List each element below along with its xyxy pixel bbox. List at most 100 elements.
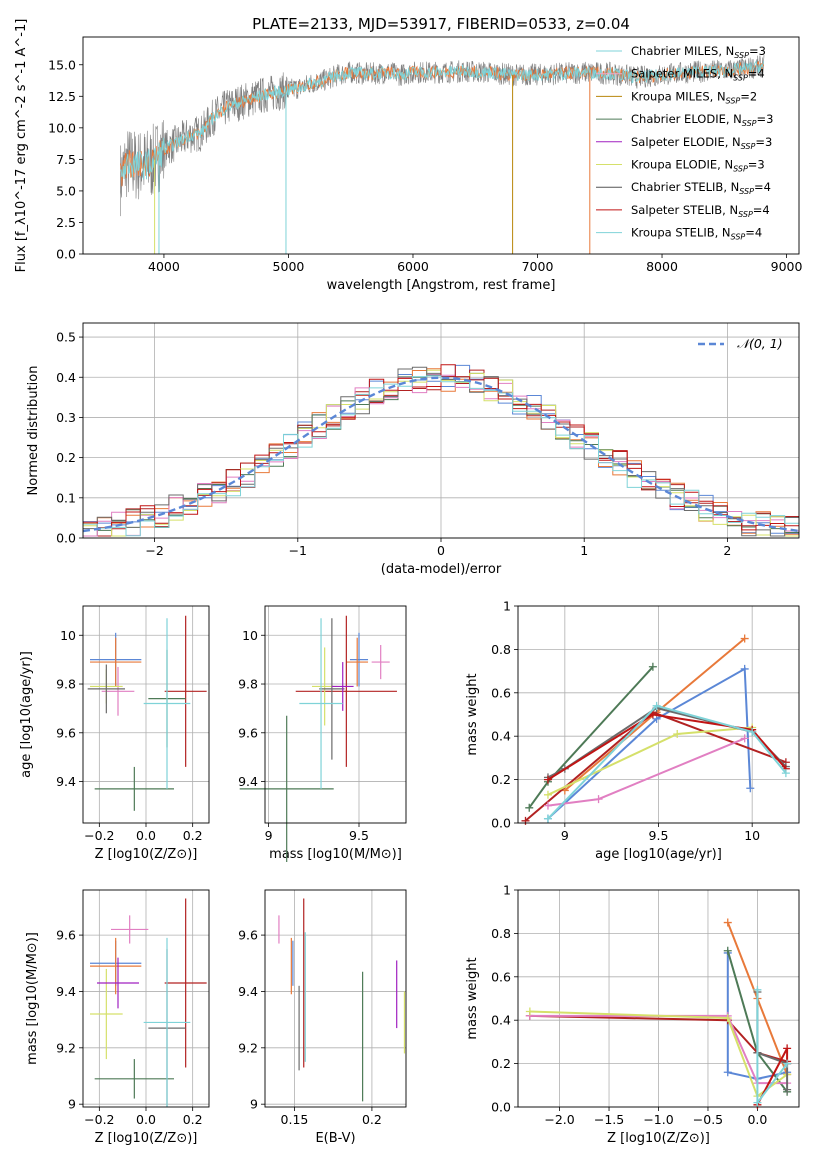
weight-vs-metallicity-panel: −2.0 −1.5 −1.0 −0.5 0.0 0.0 0.2 0.4 0.6 0.8 1 Z [lo… [465, 883, 800, 1146]
weight-series-line [528, 666, 654, 809]
mass-vs-extinction-panel: 0.15 0.2 9 9.2 9.4 9.6 E(B-V) [238, 889, 407, 1146]
x-axis-label: Z [log10(Z/Z⊙)] [95, 1131, 198, 1146]
x-tick-label: −0.2 [84, 828, 114, 843]
y-tick-label: 10.0 [48, 120, 76, 135]
x-tick-label: −1.0 [643, 1112, 673, 1127]
weight-point-marker [740, 664, 749, 673]
model-spectrum-line [120, 60, 765, 180]
x-tick-label: 5000 [273, 259, 305, 274]
histogram-group [83, 364, 799, 538]
x-tick-label: 4000 [148, 259, 180, 274]
y-axis-label: mass [log10(M/M⊙)] [25, 932, 40, 1065]
axes-frame [264, 605, 407, 824]
y-tick-label: 0.4 [491, 729, 511, 744]
x-axis-label: E(B-V) [315, 1131, 355, 1146]
weight-point-marker [748, 727, 757, 736]
mass-vs-metallicity-panel: −0.2 0.0 0.2 9 9.2 9.4 9.6 Z [log10(Z/Z⊙)] mass … [25, 889, 210, 1146]
y-tick-label: 0.0 [491, 1100, 511, 1115]
weight-point-marker [783, 1085, 792, 1094]
spectrum-lines [119, 55, 765, 254]
x-axis-label: Z [log10(Z/Z⊙)] [95, 847, 198, 862]
weight-series-line [529, 1010, 788, 1098]
y-axis-label: mass weight [465, 957, 480, 1039]
y-tick-label: 0.2 [56, 450, 76, 465]
legend-label: Chabrier STELIB, NSSP=4 [631, 180, 771, 196]
y-tick-label: 12.5 [48, 89, 76, 104]
y-tick-label: 5.0 [56, 183, 76, 198]
x-tick-label: −2 [145, 543, 163, 558]
y-tick-label: 7.5 [56, 152, 76, 167]
histogram-step-line [83, 375, 799, 538]
age-vs-metallicity-panel: −0.2 0.0 0.2 9.4 9.6 9.8 10 Z [log10(Z/Z⊙)] age … [19, 605, 210, 862]
axes-frame [82, 605, 210, 824]
y-tick-label: 9.4 [56, 984, 76, 999]
x-tick-label: 0.2 [362, 1112, 382, 1127]
y-tick-label: 10 [60, 628, 76, 643]
y-tick-label: 0.0 [491, 816, 511, 831]
x-tick-label: 7000 [522, 259, 554, 274]
weight-point-marker [543, 814, 552, 823]
y-tick-label: 9.4 [238, 984, 258, 999]
x-axis-label: wavelength [Angstrom, rest frame] [327, 278, 556, 293]
y-tick-label: 9.6 [238, 928, 258, 943]
y-tick-label: 9.8 [56, 677, 76, 692]
weight-point-marker [753, 985, 762, 994]
x-tick-label: 0.0 [747, 1112, 767, 1127]
weight-point-marker [525, 803, 534, 812]
y-axis-label: mass weight [465, 673, 480, 755]
y-tick-label: 9.4 [56, 774, 76, 789]
y-tick-label: 0.5 [56, 330, 76, 345]
weight-point-marker [652, 701, 661, 710]
x-tick-label: 10 [744, 828, 760, 843]
y-tick-label: 0.3 [56, 410, 76, 425]
y-tick-label: 9.2 [238, 1040, 258, 1055]
x-tick-label: 8000 [646, 259, 678, 274]
weight-point-marker [746, 784, 755, 793]
y-tick-label: 9.4 [238, 774, 258, 789]
residuals-panel: −2 −1 0 1 2 0.0 0.1 0.2 0.3 0.4 0.5 (data-model)/er… [26, 322, 800, 577]
x-axis-label: (data-model)/error [381, 562, 502, 577]
y-tick-label: 9 [68, 1097, 76, 1112]
legend: Chabrier MILES, NSSP=3 Salpeter MILES, NS… [596, 44, 773, 242]
weight-series-line [547, 713, 787, 781]
x-axis-label: mass [log10(M/M⊙)] [269, 847, 402, 862]
x-tick-label: −1.5 [594, 1112, 624, 1127]
x-tick-label: 2 [723, 543, 731, 558]
x-tick-label: 9.5 [649, 828, 669, 843]
weight-point-marker [783, 1044, 792, 1053]
legend-label: Salpeter MILES, NSSP=4 [631, 67, 765, 83]
weight-point-marker [521, 816, 530, 825]
weight-point-marker [543, 801, 552, 810]
chart-title: PLATE=2133, MJD=53917, FIBERID=0533, z=0… [252, 15, 630, 33]
x-tick-label: 0.2 [183, 1112, 203, 1127]
y-tick-label: 10 [242, 628, 258, 643]
legend-label: Kroupa STELIB, NSSP=4 [631, 226, 762, 242]
y-tick-label: 0.0 [56, 247, 76, 262]
x-tick-label: 0.0 [136, 828, 156, 843]
weight-point-marker [723, 946, 732, 955]
y-tick-label: 1 [503, 883, 511, 898]
weight-series-line [547, 667, 752, 820]
y-tick-label: 9.6 [56, 928, 76, 943]
weight-point-marker [525, 1007, 534, 1016]
weight-point-marker [781, 769, 790, 778]
y-tick-label: 15.0 [48, 57, 76, 72]
y-tick-label: 0.0 [56, 531, 76, 546]
x-tick-label: 0.2 [183, 828, 203, 843]
x-tick-label: −0.5 [693, 1112, 723, 1127]
axes-frame [82, 36, 800, 255]
y-tick-label: 9.6 [56, 725, 76, 740]
y-tick-label: 9.6 [238, 725, 258, 740]
x-tick-label: 0.0 [136, 1112, 156, 1127]
x-tick-label: 6000 [397, 259, 429, 274]
normal-reference-curve [83, 376, 799, 533]
x-tick-label: 1 [580, 543, 588, 558]
x-tick-label: 0 [437, 543, 445, 558]
x-tick-label: 0.15 [281, 1112, 309, 1127]
x-axis-label: Z [log10(Z/Z⊙)] [607, 1131, 710, 1146]
weight-point-marker [673, 730, 682, 739]
weight-point-marker [740, 734, 749, 743]
legend-label: Chabrier ELODIE, NSSP=3 [631, 112, 773, 128]
x-tick-label: 9 [265, 828, 273, 843]
y-tick-label: 0.4 [56, 370, 76, 385]
